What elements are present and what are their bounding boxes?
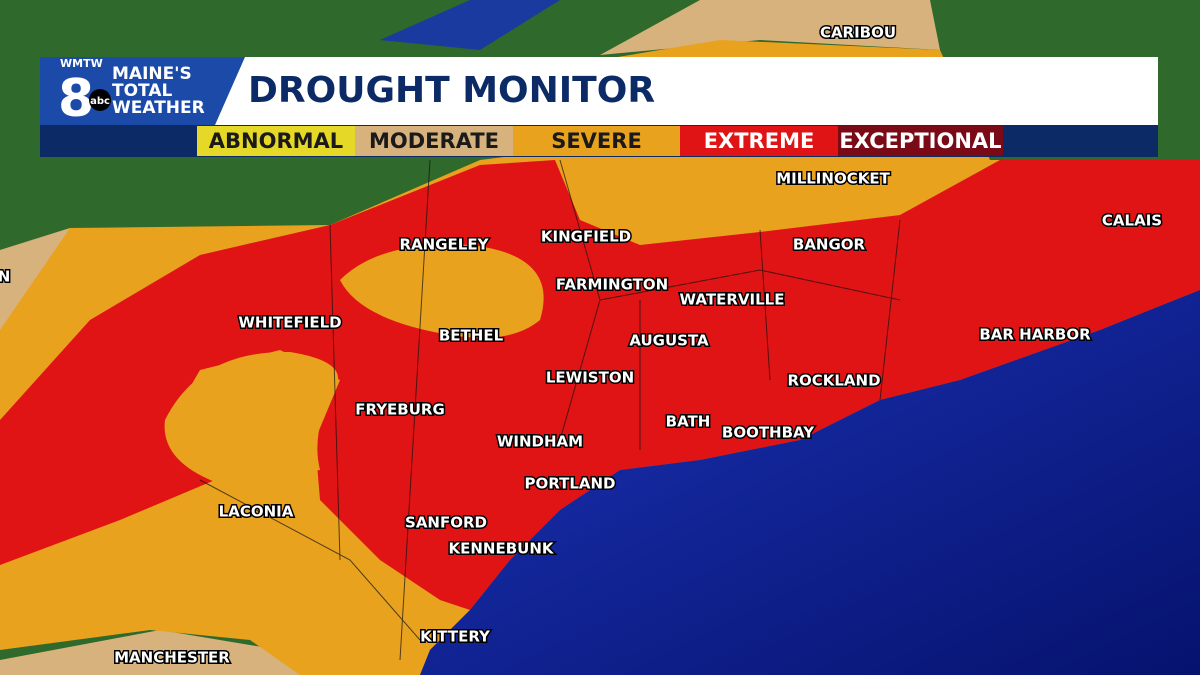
city-label: LACONIA (219, 503, 294, 521)
legend-label: MODERATE (369, 129, 499, 153)
city-label: BOOTHBAY (722, 424, 815, 442)
ocean (420, 290, 1200, 675)
brand-line: TOTAL (112, 81, 172, 101)
severe-area (164, 244, 544, 482)
city-label: BATH (666, 413, 711, 431)
legend-swatch (513, 126, 680, 156)
city-label: WINDHAM (497, 433, 583, 451)
city-label: ROCKLAND (787, 372, 880, 390)
city-label: FARMINGTON (556, 276, 668, 294)
network: abc (90, 96, 110, 107)
city-label: KITTERY (420, 628, 491, 646)
city-label: CALAIS (1102, 212, 1162, 230)
city-label: KENNEBUNK (448, 540, 554, 558)
header: WMTW 8 abc DROUGHT MONITOR MAINE'STOTALW… (40, 57, 1158, 157)
city-label: WATERVILLE (680, 291, 785, 309)
city-label: BETHEL (439, 327, 504, 345)
legend-swatch (355, 126, 513, 156)
legend-label: ABNORMAL (209, 129, 343, 153)
brand-line: WEATHER (112, 98, 205, 118)
lake (380, 0, 560, 50)
city-label: CARIBOU (820, 24, 896, 42)
city-label: MANCHESTER (114, 649, 230, 667)
county-lines (199, 159, 901, 661)
extreme-area (0, 160, 1200, 610)
city-label: AUGUSTA (629, 332, 709, 350)
legend-label: SEVERE (551, 129, 642, 153)
network-logo (89, 89, 111, 111)
logo-box (40, 57, 245, 125)
city-label: WHITEFIELD (238, 314, 341, 332)
city-label: MILLINOCKET (776, 170, 890, 188)
city-label: LEWISTON (546, 369, 634, 387)
city-label: KINGFIELD (541, 228, 631, 246)
brand-line: MAINE'S (112, 64, 192, 84)
city-label: N (0, 268, 10, 286)
channel: 8 (58, 69, 94, 129)
title: DROUGHT MONITOR (248, 70, 655, 111)
station: WMTW (60, 57, 103, 70)
city-label: FRYEBURG (355, 401, 445, 419)
legend-label: EXCEPTIONAL (839, 129, 1001, 153)
city-label: BANGOR (793, 236, 866, 254)
legend-label: EXTREME (704, 129, 815, 153)
city-label: SANFORD (405, 514, 487, 532)
city-label: RANGELEY (400, 236, 490, 254)
city-label: PORTLAND (524, 475, 615, 493)
legend-swatch (197, 126, 355, 156)
city-label: BAR HARBOR (979, 326, 1091, 344)
legend-swatch (680, 126, 838, 156)
legend-swatch (838, 126, 1003, 156)
